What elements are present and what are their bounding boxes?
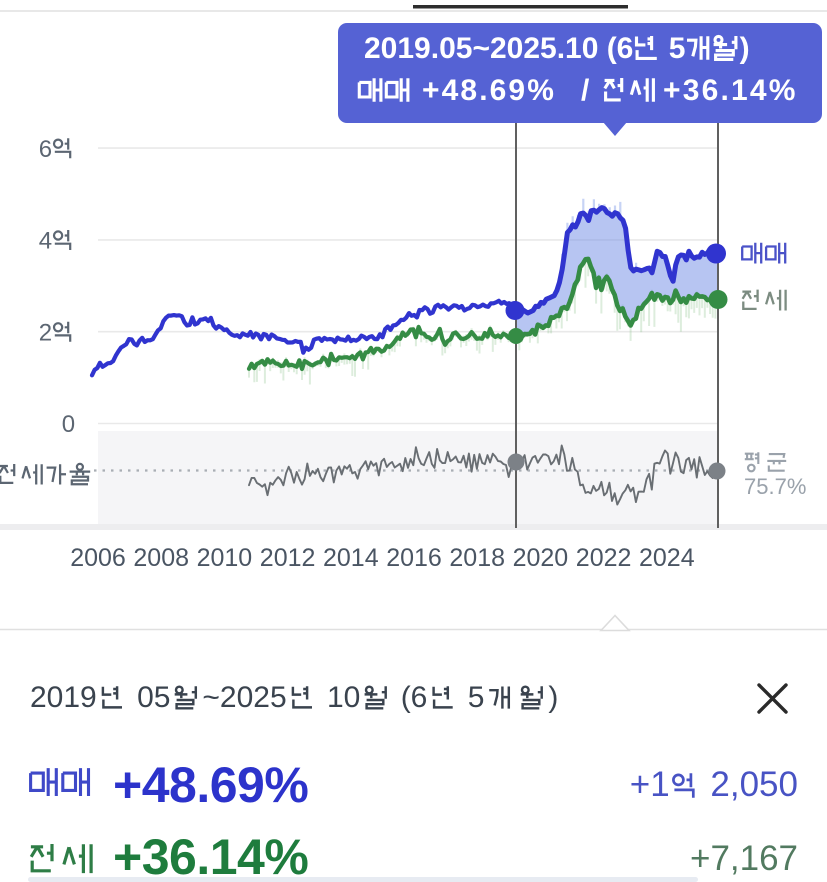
svg-text:2016: 2016 xyxy=(386,544,442,572)
svg-text:2022: 2022 xyxy=(576,544,632,572)
svg-text:+36.14%: +36.14% xyxy=(113,829,308,882)
svg-text:+48.69%: +48.69% xyxy=(422,74,556,107)
svg-text:5: 5 xyxy=(669,32,686,65)
svg-text:+7,167: +7,167 xyxy=(690,839,798,878)
svg-text:2018: 2018 xyxy=(449,544,505,572)
svg-text:05: 05 xyxy=(137,681,170,714)
svg-text:0: 0 xyxy=(62,411,75,438)
svg-text:(6: (6 xyxy=(401,681,428,714)
svg-text:2024: 2024 xyxy=(639,544,695,572)
svg-text:(6: (6 xyxy=(607,32,634,65)
svg-text:): ) xyxy=(548,681,558,714)
svg-text:): ) xyxy=(740,32,750,65)
svg-text:+1: +1 xyxy=(630,765,670,804)
svg-text:5: 5 xyxy=(468,681,485,714)
svg-text:2012: 2012 xyxy=(260,544,316,572)
svg-text:2006: 2006 xyxy=(70,544,126,572)
svg-text:2014: 2014 xyxy=(323,544,379,572)
svg-text:/: / xyxy=(581,74,590,107)
svg-text:~2025: ~2025 xyxy=(202,681,286,714)
svg-text:6: 6 xyxy=(39,136,52,163)
svg-text:2,050: 2,050 xyxy=(710,765,798,804)
svg-text:4: 4 xyxy=(39,228,52,255)
svg-text:2019: 2019 xyxy=(30,681,97,714)
svg-text:2010: 2010 xyxy=(197,544,253,572)
svg-text:+48.69%: +48.69% xyxy=(113,757,308,813)
svg-text:10: 10 xyxy=(327,681,360,714)
svg-text:+36.14%: +36.14% xyxy=(663,74,798,107)
svg-text:2020: 2020 xyxy=(513,544,569,572)
svg-text:2019.05~2025.10: 2019.05~2025.10 xyxy=(364,32,598,65)
svg-text:2008: 2008 xyxy=(133,544,189,572)
svg-text:75.7%: 75.7% xyxy=(744,474,806,499)
svg-text:2: 2 xyxy=(39,319,52,346)
